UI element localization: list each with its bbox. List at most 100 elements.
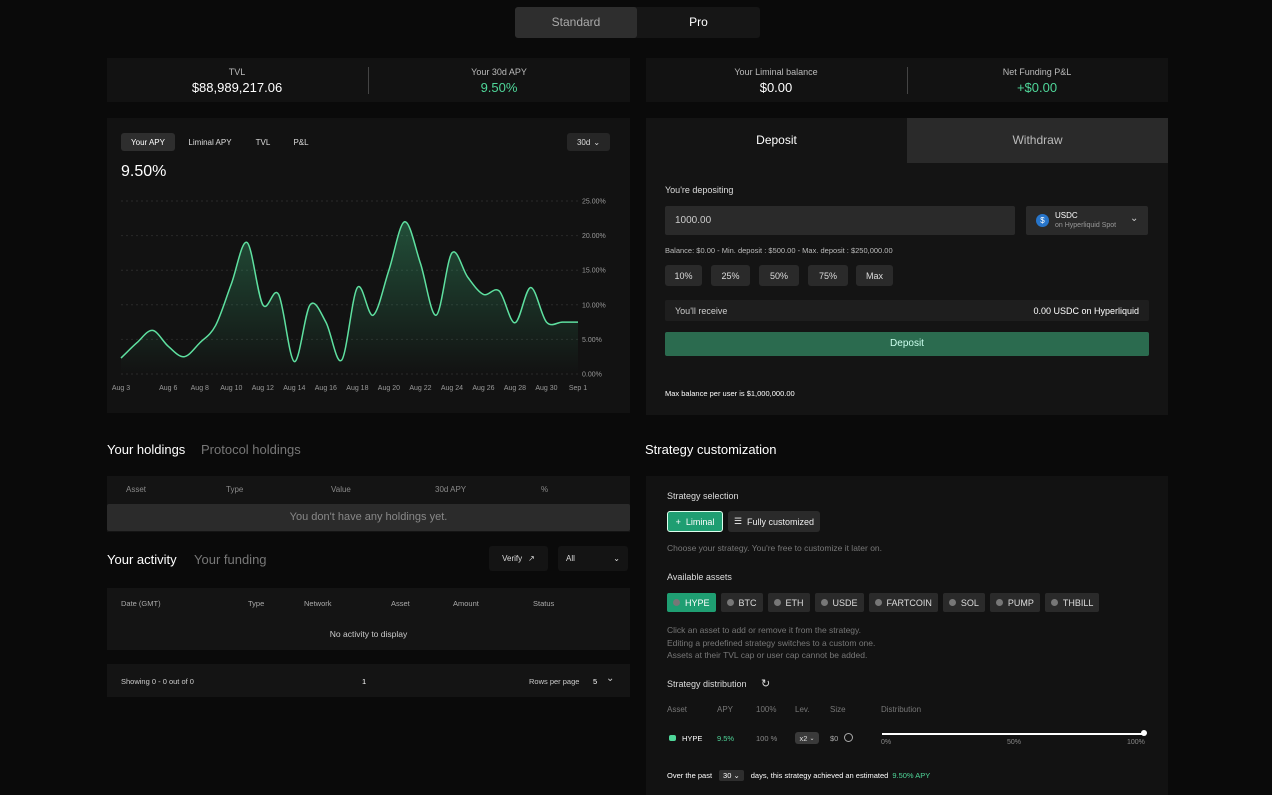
amount-input[interactable]: 1000.00 (665, 206, 1015, 235)
verify-label: Verify (502, 554, 523, 563)
divider (907, 67, 908, 94)
asset-chip[interactable]: FARTCOIN (868, 593, 938, 612)
preset-button[interactable]: 75% (808, 265, 848, 286)
asset-chip[interactable]: USDE (814, 593, 864, 612)
token-select[interactable]: $ USDC on Hyperliquid Spot ⌄ (1026, 206, 1148, 235)
stats-card (107, 58, 630, 102)
row-asset: HYPE (682, 734, 703, 743)
range-select[interactable]: 30d ⌄ (567, 133, 610, 151)
asset-icon (820, 599, 828, 606)
column-header: Type (226, 485, 244, 494)
filter-select[interactable]: All ⌄ (558, 546, 628, 571)
scale-label: 100% (1127, 739, 1145, 746)
mode-toggle: Standard Pro (515, 7, 760, 38)
leverage-value: x2 (799, 733, 808, 743)
holdings-tab[interactable]: Protocol holdings (201, 442, 301, 457)
section-label: Strategy distribution (667, 679, 747, 689)
token-icon: $ (1036, 214, 1049, 227)
receive-row: You'll receive 0.00 USDC on Hyperliquid (665, 300, 1149, 321)
asset-chip[interactable]: BTC (720, 593, 763, 612)
asset-label: THBILL (1062, 597, 1094, 608)
hint: Click an asset to add or remove it from … (667, 625, 862, 635)
divider (368, 67, 369, 94)
chevron: ⌄ (606, 673, 615, 684)
verify-button[interactable]: Verify ↗ (489, 546, 548, 571)
stat-label: Your Liminal balance (734, 67, 818, 77)
preset-button[interactable]: 10% (665, 265, 702, 286)
strategy-option[interactable]: + Liminal (667, 511, 723, 532)
external-icon: ↗ (528, 554, 535, 563)
asset-label: BTC (738, 597, 757, 608)
asset-chip[interactable]: THBILL (1044, 593, 1100, 612)
preset-button[interactable]: 50% (759, 265, 799, 286)
token-name: USDC (1055, 211, 1078, 220)
section-label: Strategy selection (667, 491, 739, 501)
pagination: Showing 0 - 0 out of 0 1 Rows per page 5… (107, 664, 630, 697)
asset-chip[interactable]: SOL (942, 593, 985, 612)
row-apy: 9.5% (717, 734, 735, 743)
slider-handle[interactable] (1141, 730, 1147, 736)
column-header: Lev. (795, 705, 810, 714)
deposit-button[interactable]: Deposit (665, 332, 1149, 356)
strategy-footer: Over the past 30 ⌄ days, this strategy a… (667, 770, 930, 781)
preset-button[interactable]: 25% (711, 265, 750, 286)
distribution-slider[interactable] (882, 733, 1145, 735)
mode-tab[interactable]: Pro (689, 15, 708, 29)
deposit-tab[interactable]: Deposit (756, 133, 797, 147)
rows-value[interactable]: 5 (593, 677, 598, 686)
asset-label: ETH (785, 597, 804, 608)
showing-text: Showing 0 - 0 out of 0 (121, 677, 194, 686)
footer-text: days, this strategy achieved an estimate… (750, 771, 889, 780)
chevron: ⌄ (1130, 213, 1139, 224)
refresh-icon[interactable]: ↻ (761, 678, 771, 690)
stat-label: Net Funding P&L (1002, 67, 1072, 77)
option-label: Liminal (685, 516, 715, 527)
column-header: 30d APY (435, 485, 467, 494)
chevron: ⌄ (613, 554, 620, 563)
column-header: Type (248, 599, 265, 608)
strategy-title: Strategy customization (645, 442, 777, 457)
leverage-select[interactable]: x2 ⌄ (795, 732, 819, 744)
asset-chips: HYPE BTC ETH USDE FARTCOIN SOL PUMP THBILL (667, 593, 1100, 612)
column-header: Amount (453, 599, 479, 608)
deposit-prompt: You're depositing (665, 185, 734, 195)
asset-icon (874, 599, 882, 606)
holdings-tab[interactable]: Your holdings (107, 442, 186, 457)
column-header: Asset (391, 599, 410, 608)
section-label: Available assets (667, 572, 732, 582)
mode-tab[interactable]: Standard (515, 7, 637, 38)
strategy-option[interactable]: ☰ Fully customized (728, 511, 820, 532)
empty-message: You don't have any holdings yet. (107, 504, 630, 531)
column-header: Status (533, 599, 555, 608)
holdings-table: Asset Type Value 30d APY % You don't hav… (107, 476, 630, 532)
days-select[interactable]: 30 ⌄ (719, 770, 744, 781)
preset-button[interactable]: Max (856, 265, 893, 286)
receive-label: You'll receive (675, 306, 728, 316)
row-percent: 100 % (756, 734, 778, 743)
stat-value: $88,989,217.06 (191, 80, 283, 95)
chart-tab[interactable]: P&L (293, 137, 309, 147)
chart-tab[interactable]: Liminal APY (188, 137, 232, 147)
chart-tab[interactable]: Your APY (121, 133, 175, 151)
asset-icon (995, 599, 1003, 606)
asset-icon (1050, 599, 1058, 606)
asset-chip[interactable]: HYPE (667, 593, 716, 612)
range-value: 30d (576, 137, 591, 147)
column-header: Asset (126, 485, 147, 494)
footer-apy: 9.50% APY (892, 771, 931, 780)
asset-chip[interactable]: ETH (767, 593, 810, 612)
asset-label: HYPE (685, 597, 710, 608)
activity-table: Date (GMT) Type Network Asset Amount Sta… (107, 588, 630, 650)
withdraw-tab[interactable]: Withdraw (907, 118, 1168, 163)
activity-tab[interactable]: Your activity (107, 552, 177, 567)
hint: Editing a predefined strategy switches t… (667, 637, 876, 648)
chart-tab[interactable]: TVL (255, 137, 271, 147)
size-toggle[interactable] (844, 733, 853, 742)
page-number[interactable]: 1 (362, 677, 367, 686)
activity-tab[interactable]: Your funding (194, 552, 267, 567)
stat-value: 9.50% (480, 80, 518, 95)
filter-value: All (566, 554, 575, 563)
asset-chip[interactable]: PUMP (989, 593, 1040, 612)
asset-icon (673, 599, 680, 606)
